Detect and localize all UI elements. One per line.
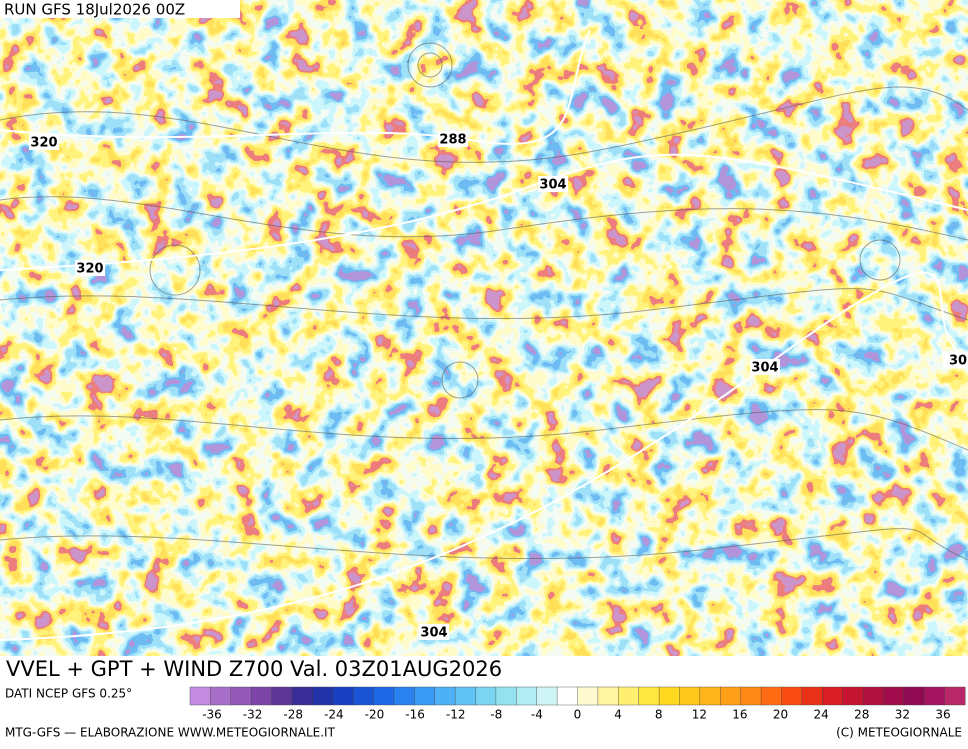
colorbar-tick-label: -16 — [405, 708, 425, 722]
run-label: RUN GFS 18Jul2026 00Z — [4, 1, 185, 19]
contour-label-box — [75, 260, 105, 276]
colorbar-tick-label: 4 — [614, 708, 622, 722]
streamlines — [0, 42, 968, 561]
colorbar-swatch — [454, 686, 477, 706]
colorbar-tick-label: 12 — [692, 708, 707, 722]
colorbar-swatch — [801, 686, 823, 706]
colorbar-swatch — [373, 686, 395, 706]
contour-label: 320 — [30, 136, 57, 151]
colorbar-swatch — [312, 686, 334, 706]
colorbar-swatch — [393, 686, 415, 706]
colorbar-tick-label: 20 — [773, 708, 788, 722]
colorbar-swatch — [597, 686, 619, 706]
colorbar-tick-label: -24 — [324, 708, 344, 722]
contour-label: 30 — [949, 354, 967, 369]
colorbar-swatch — [250, 686, 273, 706]
header-box — [0, 0, 240, 18]
colorbar-tick-label: -12 — [446, 708, 466, 722]
colorbar-swatch — [903, 686, 925, 706]
colorbar-tick-label: 0 — [574, 708, 582, 722]
map-title: VVEL + GPT + WIND Z700 Val. 03Z01AUG2026 — [6, 657, 502, 681]
colorbar-swatch — [271, 686, 293, 706]
colorbar-swatch — [230, 686, 252, 706]
colorbar-swatch — [414, 686, 436, 706]
colorbar-swatch — [822, 686, 844, 706]
colorbar-swatch — [760, 686, 782, 706]
colorbar-swatch — [720, 686, 742, 706]
contour-label: 304 — [420, 626, 447, 641]
colorbar-swatch — [556, 686, 579, 706]
colorbar-swatch — [536, 686, 558, 706]
colorbar-tick-label: -28 — [283, 708, 303, 722]
copyright: (C) METEOGIORNALE — [836, 726, 962, 740]
credit: MTG-GFS — ELABORAZIONE WWW.METEOGIORNALE… — [5, 726, 336, 740]
contour-label: 304 — [539, 178, 566, 193]
contour-label: 320 — [76, 262, 103, 277]
colorbar: -36 -32 -28 -24 -20 -16 -12 -8 -4 0 4 8 12 16 20 24 28 32… — [189, 686, 966, 722]
colorbar-swatch — [781, 686, 803, 706]
contour-label-box — [750, 359, 780, 375]
colorbar-swatch — [291, 686, 313, 706]
title-bar — [0, 656, 968, 686]
colorbar-tick-label: 28 — [854, 708, 869, 722]
colorbar-swatch — [577, 686, 599, 706]
colorbar-tick-label: 32 — [895, 708, 910, 722]
colorbar-tick-label: -4 — [531, 708, 543, 722]
contour-label-box — [943, 352, 968, 368]
source: DATI NCEP GFS 0.25° — [5, 687, 132, 701]
colorbar-swatch — [862, 686, 884, 706]
colorbar-tick-label: -20 — [365, 708, 385, 722]
colorbar-swatch — [944, 686, 966, 706]
vvel-field — [0, 0, 968, 656]
colorbar-swatch — [699, 686, 721, 706]
colorbar-swatch — [189, 686, 211, 706]
map — [0, 0, 968, 656]
colorbar-swatch — [679, 686, 701, 706]
colorbar-tick-label: 24 — [814, 708, 829, 722]
colorbar-tick-label: 8 — [655, 708, 663, 722]
colorbar-swatch — [924, 686, 946, 706]
colorbar-tick-label: 36 — [935, 708, 950, 722]
colorbar-swatch — [352, 686, 375, 706]
contour-labels: 320 288 304 320 304 30 304 — [29, 131, 968, 641]
contour-label: 304 — [751, 361, 778, 376]
colorbar-swatch — [618, 686, 640, 706]
contour-label-box — [438, 131, 468, 147]
colorbar-swatch — [883, 686, 905, 706]
colorbar-tick-label: -8 — [490, 708, 502, 722]
contour-label: 288 — [439, 133, 466, 148]
colorbar-tick-label: -32 — [243, 708, 263, 722]
colorbar-swatch — [475, 686, 497, 706]
colorbar-swatch — [658, 686, 680, 706]
colorbar-tick-label: -36 — [202, 708, 222, 722]
colorbar-swatch — [495, 686, 517, 706]
colorbar-swatch — [638, 686, 660, 706]
contour-label-box — [29, 134, 59, 150]
contour-label-box — [538, 176, 568, 192]
colorbar-swatch — [210, 686, 232, 706]
colorbar-swatch — [332, 686, 354, 706]
contour-label-box — [419, 624, 449, 640]
colorbar-swatch — [434, 686, 456, 706]
colorbar-swatch — [740, 686, 762, 706]
colorbar-swatch — [516, 686, 538, 706]
colorbar-swatch — [842, 686, 864, 706]
colorbar-tick-label: 16 — [732, 708, 747, 722]
